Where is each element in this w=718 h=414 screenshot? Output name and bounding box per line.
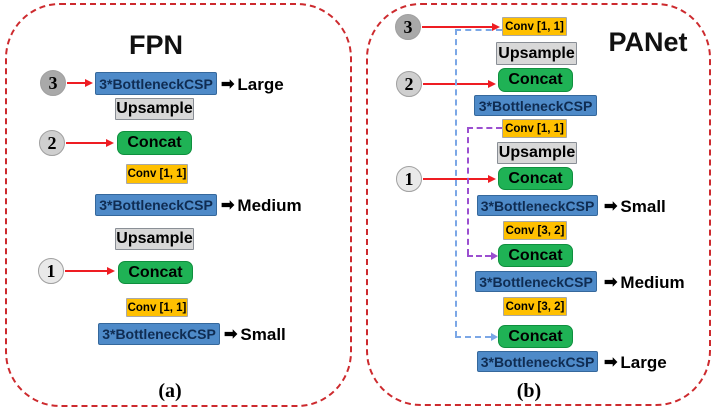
output-arrow-icon: ➡	[604, 198, 618, 215]
fpn-input-circle-3: 3	[40, 70, 66, 96]
fpn-upsample-box-2: Upsample	[115, 228, 194, 250]
fpn-bottleneckcsp-box-medium: 3*BottleneckCSP	[95, 194, 217, 216]
purple-skip-connector-bottom	[467, 255, 491, 257]
output-label: Medium	[620, 273, 685, 292]
panet-upsample-box-2: Upsample	[497, 142, 577, 164]
panet-concat-box-2: Concat	[498, 167, 573, 190]
fpn-input-circle-1: 1	[38, 258, 64, 284]
fpn-concat-box-2: Concat	[118, 261, 193, 284]
blue-skip-connector-bottom	[455, 336, 491, 338]
panet-input-circle-1: 1	[396, 166, 422, 192]
red-arrow	[66, 138, 114, 147]
panet-conv-box-3: Conv [3, 2]	[503, 221, 567, 240]
panet-bottleneckcsp-box-small: 3*BottleneckCSP	[477, 195, 598, 216]
output-arrow-icon: ➡	[221, 76, 235, 93]
panet-concat-box-4: Concat	[498, 325, 573, 348]
panet-caption: (b)	[516, 380, 542, 402]
output-arrow-icon: ➡	[604, 354, 618, 371]
fpn-bottleneckcsp-box-small: 3*BottleneckCSP	[98, 323, 220, 345]
output-label: Small	[240, 325, 286, 344]
panet-bottleneckcsp-box-medium: 3*BottleneckCSP	[475, 271, 597, 292]
output-arrow-icon: ➡	[221, 197, 235, 214]
panet-conv-box-4: Conv [3, 2]	[503, 297, 567, 316]
fpn-caption: (a)	[158, 380, 182, 402]
red-arrow	[65, 266, 115, 275]
output-label: Medium	[237, 196, 302, 215]
fpn-input-circle-2: 2	[39, 130, 65, 156]
fpn-conv-box-2: Conv [1, 1]	[126, 298, 188, 317]
output-arrow-icon: ➡	[604, 274, 618, 291]
blue-skip-connector-vertical	[455, 29, 457, 337]
panet-bottleneckcsp-box-large: 3*BottleneckCSP	[477, 351, 598, 372]
purple-skip-connector-vertical	[467, 127, 469, 255]
panet-upsample-box-1: Upsample	[496, 42, 577, 65]
panet-output-large: ➡ Large	[604, 353, 667, 373]
panet-title: PANet	[608, 27, 688, 57]
purple-skip-connector-top	[467, 127, 502, 129]
panet-conv-box-1: Conv [1, 1]	[502, 17, 567, 36]
fpn-conv-box-1: Conv [1, 1]	[126, 164, 188, 184]
panet-bottleneckcsp-box-1: 3*BottleneckCSP	[474, 95, 597, 116]
panet-output-small: ➡ Small	[604, 197, 666, 217]
fpn-concat-box-1: Concat	[117, 131, 192, 155]
panet-conv-box-2: Conv [1, 1]	[502, 119, 567, 138]
panet-concat-box-1: Concat	[498, 68, 573, 92]
purple-arrowhead-icon	[491, 252, 498, 260]
panet-input-circle-2: 2	[396, 71, 422, 97]
panet-input-circle-3: 3	[395, 14, 421, 40]
output-label: Large	[237, 75, 284, 94]
red-arrow	[422, 22, 500, 31]
fpn-bottleneckcsp-box-large: 3*BottleneckCSP	[95, 72, 217, 95]
panet-concat-box-3: Concat	[498, 244, 573, 267]
panet-output-medium: ➡ Medium	[604, 273, 685, 293]
output-arrow-icon: ➡	[224, 326, 238, 343]
output-label: Large	[620, 353, 667, 372]
fpn-upsample-box-1: Upsample	[115, 98, 194, 120]
fpn-output-medium: ➡ Medium	[221, 196, 302, 216]
blue-arrowhead-icon	[491, 333, 498, 341]
output-label: Small	[620, 197, 666, 216]
fpn-output-large: ➡ Large	[221, 75, 284, 95]
fpn-title: FPN	[129, 30, 183, 60]
blue-skip-connector-top	[455, 29, 502, 31]
fpn-output-small: ➡ Small	[224, 325, 286, 345]
red-arrow	[67, 78, 93, 87]
